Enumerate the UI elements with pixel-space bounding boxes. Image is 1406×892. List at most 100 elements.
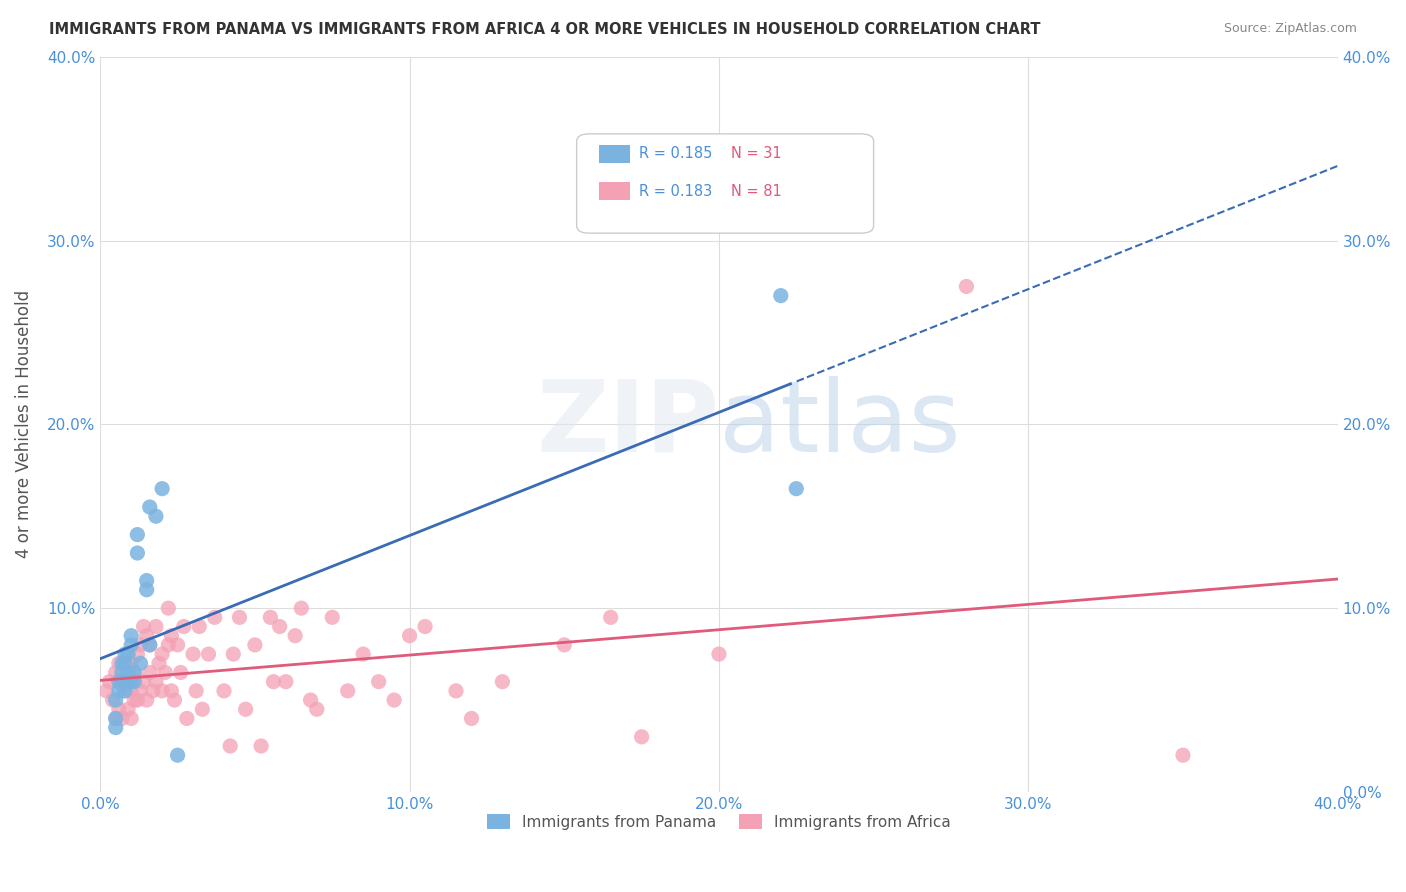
Point: [284, 629, 307, 643]
Point: [98, 674, 121, 689]
Point: [132, 674, 155, 689]
Point: [114, 657, 136, 671]
Bar: [599, 182, 630, 200]
Point: [191, 702, 214, 716]
Text: IMMIGRANTS FROM PANAMA VS IMMIGRANTS FROM AFRICA 4 OR MORE VEHICLES IN HOUSEHOLD: IMMIGRANTS FROM PANAMA VS IMMIGRANTS FRO…: [49, 22, 1040, 37]
Point: [104, 711, 127, 725]
Point: [155, 665, 177, 680]
Point: [117, 674, 139, 689]
Point: [148, 657, 170, 671]
Point: [321, 610, 343, 624]
Point: [553, 638, 575, 652]
Point: [117, 665, 139, 680]
Point: [132, 619, 155, 633]
Point: [104, 665, 127, 680]
Point: [124, 665, 146, 680]
Point: [114, 657, 136, 671]
Point: [114, 684, 136, 698]
Point: [104, 721, 127, 735]
Point: [250, 739, 273, 753]
Point: [139, 500, 162, 514]
Point: [785, 482, 807, 496]
Point: [108, 684, 131, 698]
Point: [274, 674, 297, 689]
Text: Source: ZipAtlas.com: Source: ZipAtlas.com: [1223, 22, 1357, 36]
Point: [120, 629, 142, 643]
Point: [173, 619, 195, 633]
Point: [181, 647, 204, 661]
Bar: [599, 145, 630, 163]
Text: N = 81: N = 81: [731, 184, 782, 199]
Point: [398, 629, 420, 643]
Point: [263, 674, 285, 689]
Point: [166, 748, 188, 763]
Point: [108, 657, 131, 671]
FancyBboxPatch shape: [576, 134, 873, 233]
Point: [150, 684, 173, 698]
Point: [367, 674, 389, 689]
Point: [219, 739, 242, 753]
Point: [145, 509, 167, 524]
Point: [382, 693, 405, 707]
Text: R = 0.185: R = 0.185: [638, 146, 711, 161]
Point: [166, 638, 188, 652]
Point: [114, 647, 136, 661]
Point: [212, 684, 235, 698]
Point: [135, 693, 157, 707]
Point: [160, 684, 183, 698]
Point: [145, 619, 167, 633]
Point: [120, 657, 142, 671]
Point: [117, 647, 139, 661]
Text: atlas: atlas: [718, 376, 960, 473]
Point: [170, 665, 193, 680]
Point: [111, 674, 134, 689]
Point: [120, 711, 142, 725]
Point: [124, 665, 146, 680]
Point: [129, 638, 152, 652]
Point: [290, 601, 312, 615]
Point: [127, 693, 149, 707]
Point: [243, 638, 266, 652]
Point: [127, 527, 149, 541]
Point: [259, 610, 281, 624]
Point: [96, 684, 118, 698]
Point: [117, 674, 139, 689]
Point: [707, 647, 730, 661]
Point: [124, 693, 146, 707]
Point: [160, 629, 183, 643]
Point: [769, 288, 792, 302]
Point: [150, 647, 173, 661]
Point: [145, 674, 167, 689]
Point: [114, 684, 136, 698]
Point: [120, 674, 142, 689]
Point: [111, 665, 134, 680]
Point: [108, 702, 131, 716]
Legend: Immigrants from Panama, Immigrants from Africa: Immigrants from Panama, Immigrants from …: [481, 807, 957, 836]
Point: [163, 693, 186, 707]
Point: [150, 482, 173, 496]
Point: [352, 647, 374, 661]
Point: [127, 647, 149, 661]
Point: [139, 638, 162, 652]
Point: [111, 711, 134, 725]
Point: [336, 684, 359, 698]
Point: [129, 657, 152, 671]
Point: [111, 657, 134, 671]
Point: [1171, 748, 1194, 763]
Point: [135, 574, 157, 588]
Y-axis label: 4 or more Vehicles in Household: 4 or more Vehicles in Household: [15, 290, 32, 558]
Point: [228, 610, 250, 624]
Point: [186, 684, 208, 698]
Point: [204, 610, 226, 624]
Point: [120, 684, 142, 698]
Point: [157, 638, 180, 652]
Point: [235, 702, 257, 716]
Point: [630, 730, 652, 744]
Point: [111, 674, 134, 689]
Point: [299, 693, 322, 707]
Point: [108, 674, 131, 689]
Point: [491, 674, 513, 689]
Point: [127, 546, 149, 560]
Point: [599, 610, 621, 624]
Point: [413, 619, 436, 633]
